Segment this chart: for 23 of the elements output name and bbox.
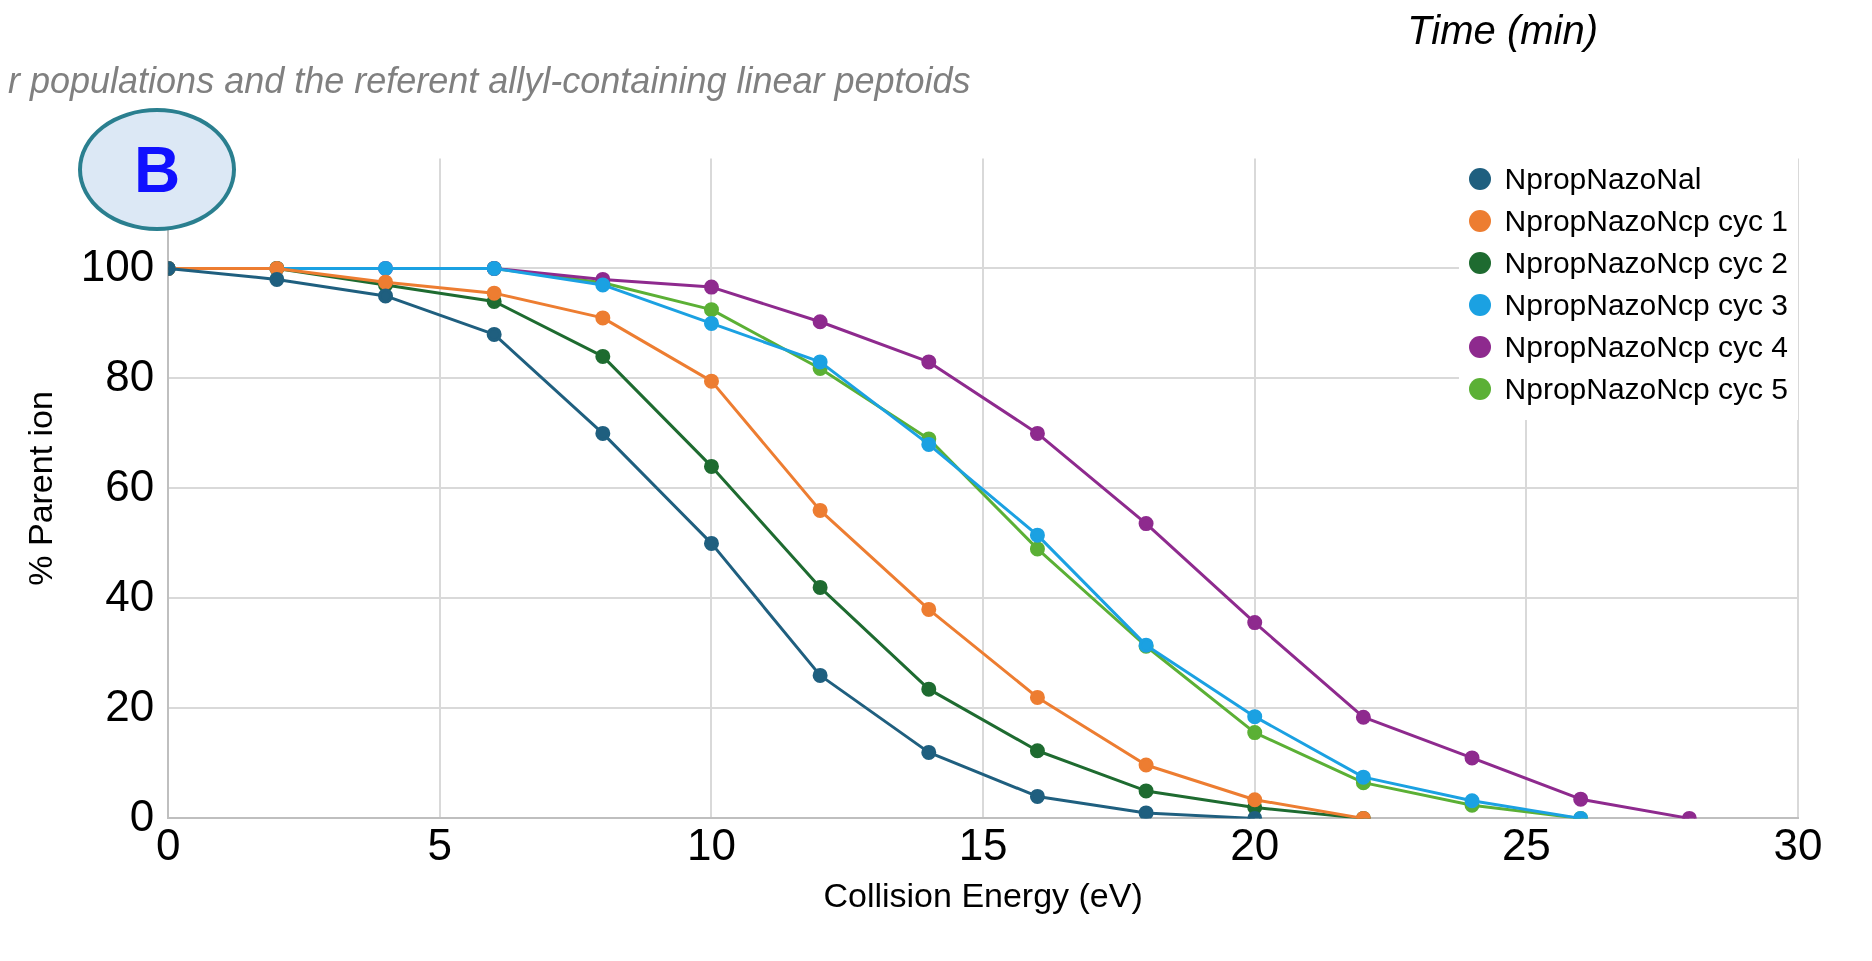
x-tick-label: 25 xyxy=(1501,819,1551,869)
legend-label: NpropNazoNcp cyc 2 xyxy=(1504,246,1788,280)
x-tick-label: 30 xyxy=(1773,819,1823,869)
y-tick-label: 40 xyxy=(105,570,155,620)
legend-label: NpropNazoNcp cyc 1 xyxy=(1504,204,1788,238)
annotation: B xyxy=(133,132,181,207)
x-tick-label: 20 xyxy=(1230,819,1280,869)
y-tick-label: 80 xyxy=(105,350,155,400)
x-tick-label: 5 xyxy=(427,819,453,869)
legend-label: NpropNazoNcp cyc 4 xyxy=(1504,330,1788,364)
text: r populations and the referent allyl-containing linear peptoids xyxy=(8,60,971,102)
y-tick-label: 100 xyxy=(80,240,155,290)
legend-label: NpropNazoNcp cyc 5 xyxy=(1504,372,1788,406)
panel-badge: B xyxy=(78,108,236,231)
x-tick-label: 15 xyxy=(958,819,1008,869)
legend-label: NpropNazoNcp cyc 3 xyxy=(1504,288,1788,322)
x-axis-title: Collision Energy (eV) xyxy=(823,875,1143,914)
y-tick-label: 60 xyxy=(105,460,155,510)
legend-label: NpropNazoNal xyxy=(1504,162,1702,196)
x-tick-label: 10 xyxy=(687,819,736,869)
y-tick-label: 20 xyxy=(105,680,155,730)
text: Time (min) xyxy=(1407,8,1598,53)
y-axis-title: % Parent ion xyxy=(20,391,59,586)
